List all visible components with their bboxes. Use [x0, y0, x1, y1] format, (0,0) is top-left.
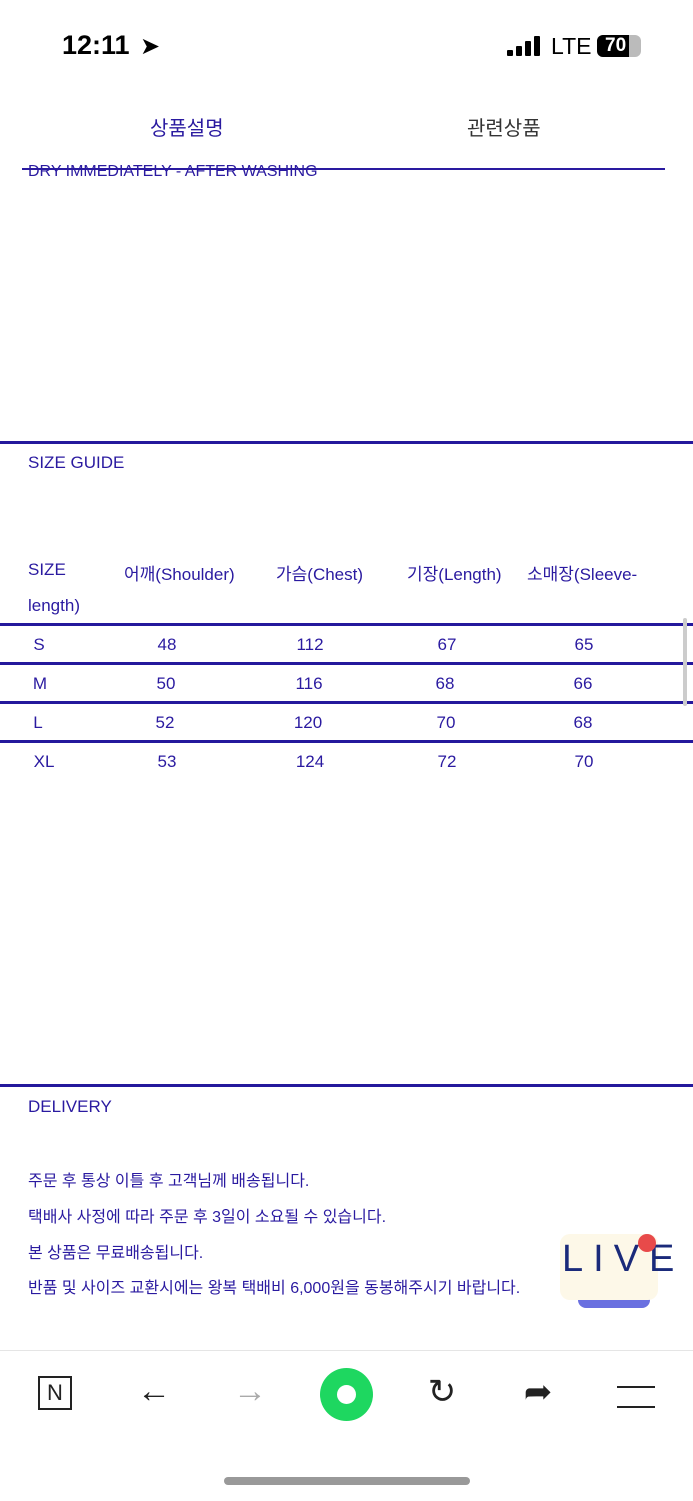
table-row: XL 53 124 72 70 [33, 752, 594, 771]
delivery-line: 반품 및 사이즈 교환시에는 왕복 택배비 6,000원을 동봉해주시기 바랍니… [28, 1280, 521, 1297]
header-length: 기장(Length) [407, 565, 502, 584]
table-row: S 48 112 67 65 [33, 635, 594, 654]
menu-icon[interactable] [617, 1386, 655, 1408]
header-chest: 가슴(Chest) [276, 565, 364, 584]
tab-related-products[interactable]: 관련상품 [467, 118, 541, 140]
care-text: DRY IMMEDIATELY - AFTER WASHING [28, 163, 318, 177]
live-dot [638, 1234, 656, 1252]
divider [0, 441, 693, 444]
refresh-icon[interactable]: ↻ [427, 1373, 457, 1411]
header-size: SIZE [28, 560, 66, 579]
home-indicator[interactable] [224, 1477, 470, 1485]
location-icon: ➤ [140, 33, 161, 60]
size-guide-title: SIZE GUIDE [28, 453, 125, 472]
signal-icon [507, 36, 543, 56]
scrollbar[interactable] [683, 618, 687, 706]
live-button[interactable]: LIVE [560, 1234, 674, 1308]
tab-product-description[interactable]: 상품설명 [150, 118, 224, 140]
table-row: M 50 116 68 66 [32, 674, 593, 693]
tab-divider [22, 168, 665, 170]
delivery-title: DELIVERY [28, 1097, 112, 1116]
header-shoulder: 어깨(Shoulder) [124, 565, 235, 584]
delivery-line: 주문 후 통상 이틀 후 고객님께 배송됩니다. [28, 1173, 310, 1190]
back-icon[interactable]: ← [137, 1372, 171, 1410]
header-sleeve: 소매장(Sleeve- [527, 565, 638, 584]
status-time: 12:11 [62, 30, 130, 60]
delivery-line: 본 상품은 무료배송됩니다. [28, 1245, 204, 1262]
delivery-line: 택배사 사정에 따라 주문 후 3일이 소요될 수 있습니다. [28, 1209, 387, 1226]
naver-home-icon[interactable]: N [38, 1376, 72, 1410]
forward-icon[interactable]: → [233, 1372, 267, 1410]
battery-icon: 70 [597, 35, 641, 57]
table-row: L 52 120 70 68 [33, 713, 593, 732]
live-logo: LIVE [562, 1238, 685, 1280]
green-dot-button[interactable] [320, 1368, 373, 1421]
network-label: LTE [551, 33, 592, 59]
share-icon[interactable]: ➦ [523, 1373, 553, 1411]
header-sleeve-cont: length) [28, 596, 80, 615]
